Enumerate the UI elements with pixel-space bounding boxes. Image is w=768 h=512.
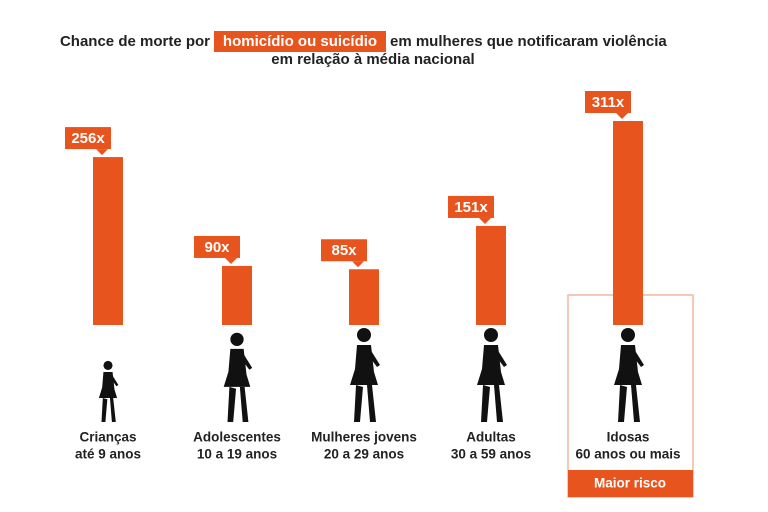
chart-title: Chance de morte por bbox=[60, 33, 210, 50]
silhouette-part bbox=[98, 371, 118, 398]
x-tick-label: Adultas bbox=[466, 430, 516, 445]
value-label-box bbox=[194, 235, 240, 258]
silhouette-part bbox=[103, 360, 113, 370]
silhouette-part bbox=[230, 332, 244, 346]
silhouette-part bbox=[481, 385, 503, 422]
chart-title: homicídio ou suicídio bbox=[223, 33, 377, 50]
bar bbox=[222, 265, 252, 325]
silhouette-part bbox=[484, 328, 498, 342]
chart-title: em mulheres que notificaram violência bbox=[390, 33, 667, 50]
title-highlight bbox=[214, 31, 386, 52]
silhouette-part bbox=[477, 345, 505, 385]
value-label-box bbox=[65, 127, 111, 150]
value-label: 151x bbox=[454, 199, 488, 216]
value-label: 311x bbox=[592, 94, 625, 111]
silhouette bbox=[477, 328, 507, 422]
value-label-pointer bbox=[225, 257, 237, 264]
bar bbox=[93, 157, 123, 325]
silhouette-part bbox=[350, 345, 378, 385]
value-label-box bbox=[448, 195, 494, 218]
value-label-pointer bbox=[96, 149, 108, 156]
value-label-pointer bbox=[479, 217, 491, 224]
x-tick-label: Crianças bbox=[79, 430, 136, 445]
silhouette-part bbox=[101, 397, 116, 422]
silhouette-part bbox=[368, 349, 380, 367]
annotation: Maior risco bbox=[594, 476, 666, 491]
silhouette bbox=[614, 328, 644, 422]
x-tick-label: 60 anos ou mais bbox=[575, 447, 680, 462]
silhouette bbox=[223, 332, 253, 422]
chart-title: em relação à média nacional bbox=[271, 51, 474, 68]
value-label: 90x bbox=[204, 239, 230, 256]
value-label: 85x bbox=[331, 242, 357, 259]
silhouette-part bbox=[495, 349, 507, 367]
x-tick-label: 20 a 29 anos bbox=[324, 447, 404, 462]
x-tick-label: Adolescentes bbox=[193, 430, 281, 445]
bar bbox=[349, 269, 379, 325]
silhouette-part bbox=[354, 385, 376, 422]
silhouette-part bbox=[240, 352, 253, 370]
bar bbox=[613, 121, 643, 325]
value-label-pointer bbox=[616, 113, 628, 119]
highlight-frame bbox=[567, 294, 694, 498]
silhouette-part bbox=[632, 349, 644, 367]
value-label-box bbox=[321, 239, 367, 262]
silhouette-part bbox=[357, 328, 371, 342]
silhouette bbox=[98, 360, 119, 422]
silhouette-part bbox=[621, 328, 635, 342]
bar bbox=[476, 225, 506, 325]
silhouette bbox=[350, 328, 380, 422]
value-label: 256x bbox=[71, 130, 105, 147]
value-label-pointer bbox=[352, 261, 364, 268]
silhouette-part bbox=[227, 386, 249, 422]
silhouette-part bbox=[110, 374, 119, 387]
silhouette-part bbox=[614, 345, 642, 385]
x-tick-label: 10 a 19 anos bbox=[197, 447, 277, 462]
annotation-box bbox=[568, 470, 693, 497]
value-label-box bbox=[585, 91, 631, 113]
x-tick-label: 30 a 59 anos bbox=[451, 447, 531, 462]
silhouette-part bbox=[223, 348, 251, 387]
silhouette-part bbox=[618, 385, 640, 422]
x-tick-label: até 9 anos bbox=[75, 447, 141, 462]
x-tick-label: Idosas bbox=[607, 430, 650, 445]
x-tick-label: Mulheres jovens bbox=[311, 430, 417, 445]
